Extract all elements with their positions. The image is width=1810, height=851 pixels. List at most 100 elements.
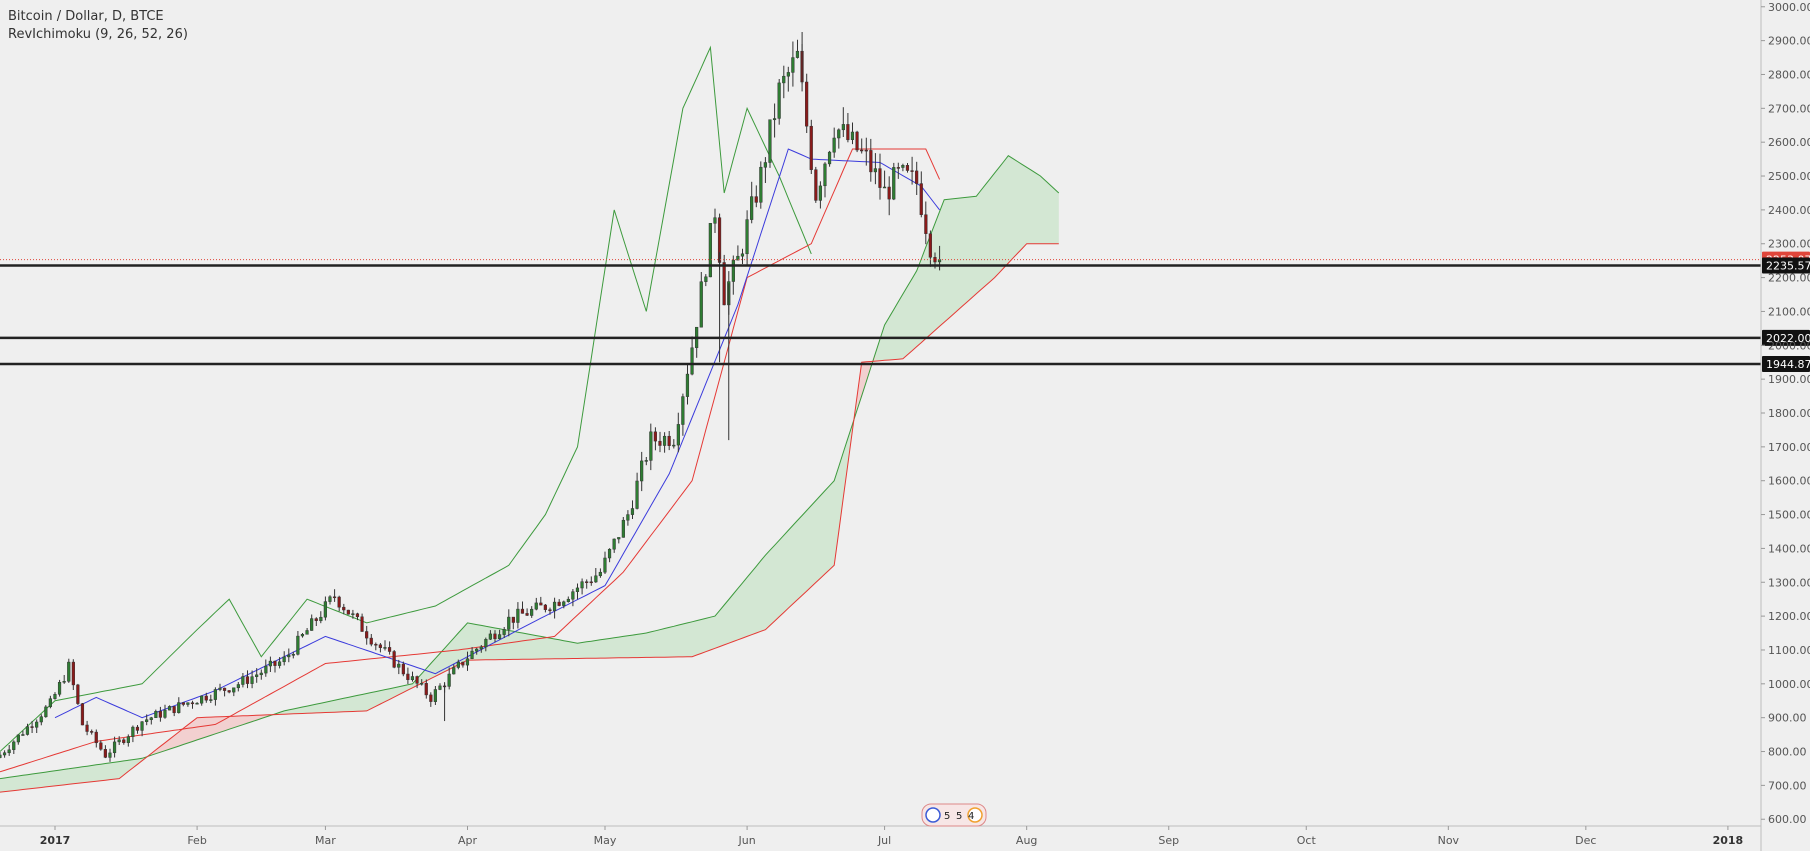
price-tick-label: 2600.00 xyxy=(1768,136,1810,149)
time-tick-label: 2017 xyxy=(40,834,71,847)
candle-body xyxy=(658,440,662,446)
candle-body xyxy=(62,681,66,683)
horizontal-level-tag[interactable]: 2022.00 xyxy=(1762,329,1810,346)
horizontal-level-tag-bg xyxy=(1762,257,1810,274)
candle-body xyxy=(131,726,135,737)
cloud-bull-region xyxy=(275,396,858,715)
candle-body xyxy=(750,196,754,220)
price-tick-label: 1800.00 xyxy=(1768,407,1810,420)
candle-body xyxy=(470,650,474,659)
horizontal-level-tag[interactable]: 2235.57 xyxy=(1762,257,1810,274)
candle-body xyxy=(145,719,149,722)
candle-body xyxy=(374,643,378,646)
candle-body xyxy=(539,602,543,606)
candle-body xyxy=(484,639,488,648)
candle-body xyxy=(264,665,268,674)
candle-body xyxy=(855,131,859,151)
time-tick-label: Feb xyxy=(187,834,206,847)
candle-body xyxy=(795,50,800,58)
event-count-label[interactable]: 5 xyxy=(944,811,950,822)
event-count-label[interactable]: 5 xyxy=(956,811,962,822)
candle-body xyxy=(621,519,625,538)
candle-body xyxy=(456,661,460,668)
candle-body xyxy=(236,684,240,689)
symbol-title[interactable]: Bitcoin / Dollar, D, BTCE xyxy=(8,9,164,24)
candle-body xyxy=(447,673,451,687)
candle-body xyxy=(268,660,272,667)
conversion-line xyxy=(54,148,940,719)
candle-body xyxy=(497,634,502,639)
candle-body xyxy=(48,698,52,708)
candle-body xyxy=(53,694,57,699)
candle-body xyxy=(763,162,767,168)
candle-body xyxy=(520,608,525,614)
candle-body xyxy=(919,183,923,215)
candle-body xyxy=(708,223,712,278)
candle-body xyxy=(337,596,341,608)
candle-body xyxy=(383,647,387,649)
candle-body xyxy=(342,606,346,611)
candle-body xyxy=(479,646,483,650)
candle-body xyxy=(782,75,786,84)
candle-body xyxy=(378,644,382,648)
time-tick-label: Oct xyxy=(1297,834,1317,847)
candle-body xyxy=(507,616,511,630)
price-tick-label: 2200.00 xyxy=(1768,272,1810,285)
candle-body xyxy=(882,186,887,189)
time-tick-label: Nov xyxy=(1438,834,1460,847)
flag-eu-icon[interactable] xyxy=(967,807,983,823)
candle-body xyxy=(39,716,43,723)
candle-body xyxy=(163,709,167,718)
candle-body xyxy=(433,689,437,702)
event-count-label[interactable]: 4 xyxy=(968,811,974,822)
candle-body xyxy=(424,683,428,696)
candle-body xyxy=(901,165,905,168)
candle-body xyxy=(332,596,337,599)
time-tick-label: Jun xyxy=(737,834,755,847)
indicator-title[interactable]: RevIchimoku (9, 26, 52, 26) xyxy=(8,27,188,42)
candle-body xyxy=(2,752,7,756)
chart-legend: Bitcoin / Dollar, D, BTCE RevIchimoku (9… xyxy=(8,8,188,44)
time-tick-label: Apr xyxy=(458,834,478,847)
candle-body xyxy=(213,689,217,700)
candle-body xyxy=(841,124,845,131)
candle-body xyxy=(71,661,75,686)
candle-body xyxy=(827,151,832,165)
candle-body xyxy=(314,618,318,621)
price-tick-label: 1900.00 xyxy=(1768,373,1810,386)
candle-body xyxy=(649,431,653,461)
candle-body xyxy=(296,635,300,655)
time-tick-label: May xyxy=(594,834,617,847)
candle-body xyxy=(273,660,277,666)
candles xyxy=(0,32,942,762)
candle-body xyxy=(543,604,547,610)
candle-body xyxy=(80,703,85,726)
price-tick-label: 600.00 xyxy=(1768,813,1807,826)
candle-body xyxy=(135,726,140,731)
candle-body xyxy=(603,557,607,573)
candle-body xyxy=(355,613,360,618)
price-tick-label: 1100.00 xyxy=(1768,644,1810,657)
horizontal-level-tag[interactable]: 1944.87 xyxy=(1762,355,1810,372)
candle-body xyxy=(360,616,364,632)
horizontal-level-tag-label: 1944.87 xyxy=(1766,358,1810,371)
candle-body xyxy=(640,460,644,482)
candle-body xyxy=(878,168,882,188)
flag-us-icon[interactable] xyxy=(925,807,941,823)
candle-body xyxy=(195,702,199,705)
candle-body xyxy=(461,661,465,666)
candle-body xyxy=(200,695,204,704)
candle-body xyxy=(887,186,891,200)
time-tick-label: Aug xyxy=(1016,834,1037,847)
candle-body xyxy=(681,396,685,425)
candle-body xyxy=(245,676,250,684)
candle-body xyxy=(172,706,176,714)
candle-body xyxy=(915,170,919,184)
candle-body xyxy=(552,601,557,612)
candle-body xyxy=(291,654,295,656)
candle-body xyxy=(387,647,392,652)
candle-body xyxy=(475,648,479,652)
